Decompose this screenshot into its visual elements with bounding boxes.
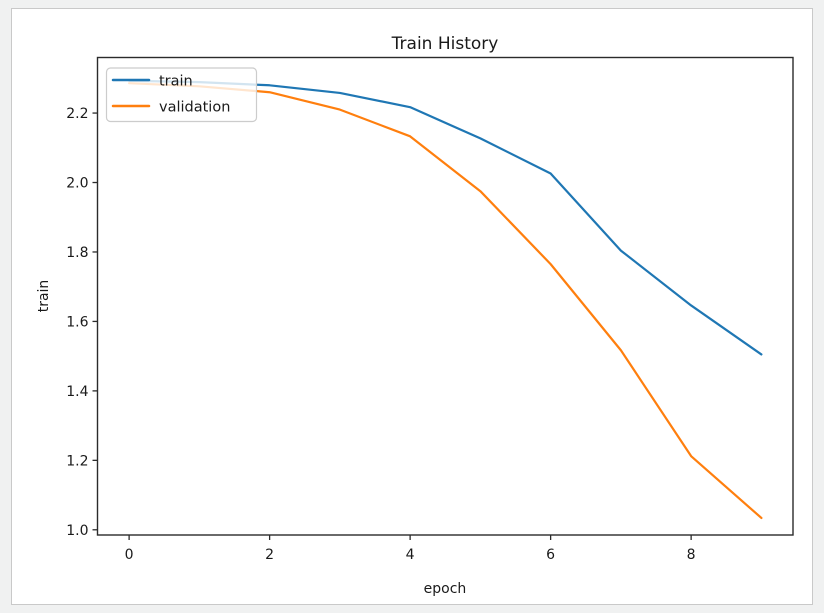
x-tick-label: 2 — [265, 547, 274, 563]
y-tick-label: 1.8 — [66, 245, 88, 261]
plot-area — [96, 56, 794, 536]
x-tick-label: 8 — [687, 547, 696, 563]
y-tick-label: 2.0 — [66, 176, 88, 192]
legend-label-train: train — [159, 74, 193, 90]
y-tick-label: 1.4 — [66, 384, 88, 400]
legend: train validation — [105, 67, 258, 123]
y-tick-label: 2.2 — [66, 106, 88, 122]
x-axis-ticks: 0 2 4 6 8 — [125, 535, 696, 563]
x-tick-label: 4 — [406, 547, 415, 563]
y-tick-label: 1.6 — [66, 314, 88, 330]
x-tick-label: 0 — [125, 547, 134, 563]
x-axis-label: epoch — [424, 581, 467, 597]
legend-box — [105, 67, 258, 123]
figure-frame: 0 2 4 6 8 1.0 1.2 1.4 1.6 1.8 2.0 2.2 train validat… — [11, 8, 813, 605]
y-tick-label: 1.2 — [66, 453, 88, 469]
y-axis-ticks: 1.0 1.2 1.4 1.6 1.8 2.0 2.2 — [66, 106, 98, 539]
legend-label-validation: validation — [159, 100, 230, 116]
y-axis-label: train — [36, 280, 52, 313]
y-tick-label: 1.0 — [66, 523, 88, 539]
chart-title: Train History — [391, 34, 499, 54]
train-history-chart: 0 2 4 6 8 1.0 1.2 1.4 1.6 1.8 2.0 2.2 train validat… — [36, 34, 794, 597]
x-tick-label: 6 — [546, 547, 555, 563]
